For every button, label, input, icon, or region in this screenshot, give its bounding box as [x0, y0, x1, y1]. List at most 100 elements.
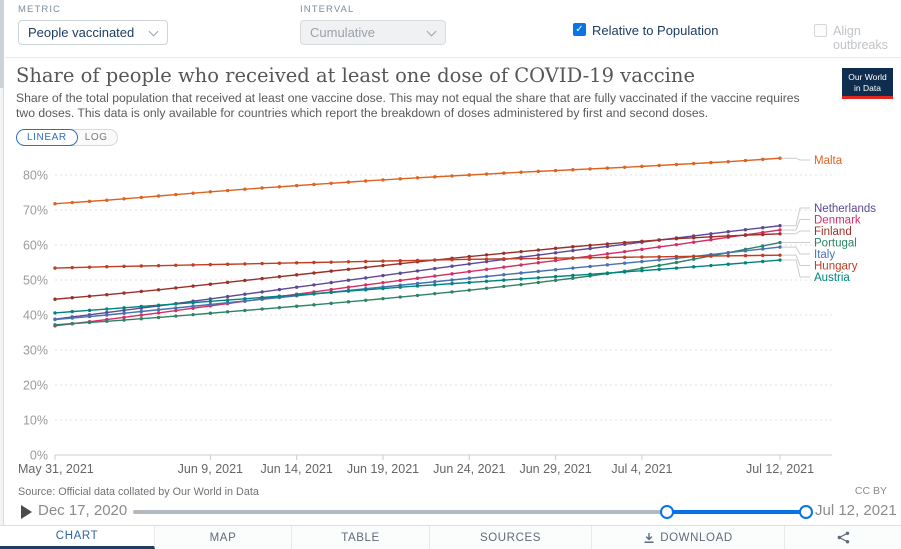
- data-point[interactable]: [727, 263, 730, 266]
- data-point[interactable]: [657, 264, 660, 267]
- data-point[interactable]: [744, 254, 747, 257]
- data-point[interactable]: [416, 259, 419, 262]
- data-point[interactable]: [347, 268, 350, 271]
- data-point[interactable]: [399, 272, 402, 275]
- data-point[interactable]: [312, 261, 315, 264]
- data-point[interactable]: [761, 247, 764, 250]
- data-point[interactable]: [53, 318, 56, 321]
- data-point[interactable]: [571, 168, 574, 171]
- series-line-finland[interactable]: [55, 234, 780, 299]
- legend-label-netherlands[interactable]: Netherlands: [814, 203, 876, 215]
- data-point[interactable]: [727, 251, 730, 254]
- data-point[interactable]: [623, 241, 626, 244]
- data-point[interactable]: [71, 310, 74, 313]
- data-point[interactable]: [416, 294, 419, 297]
- data-point[interactable]: [519, 263, 522, 266]
- data-point[interactable]: [53, 311, 56, 314]
- data-point[interactable]: [209, 303, 212, 306]
- data-point[interactable]: [588, 247, 591, 250]
- data-point[interactable]: [105, 307, 108, 310]
- data-point[interactable]: [347, 300, 350, 303]
- data-point[interactable]: [571, 256, 574, 259]
- data-point[interactable]: [347, 286, 350, 289]
- legend-label-malta[interactable]: Malta: [814, 155, 843, 167]
- data-point[interactable]: [709, 238, 712, 241]
- data-point[interactable]: [140, 290, 143, 293]
- data-point[interactable]: [191, 284, 194, 287]
- data-point[interactable]: [554, 256, 557, 259]
- tab-download[interactable]: DOWNLOAD: [592, 526, 785, 549]
- data-point[interactable]: [226, 189, 229, 192]
- data-point[interactable]: [450, 258, 453, 261]
- data-point[interactable]: [623, 270, 626, 273]
- data-point[interactable]: [588, 244, 591, 247]
- data-point[interactable]: [588, 256, 591, 259]
- data-point[interactable]: [623, 166, 626, 169]
- data-point[interactable]: [209, 190, 212, 193]
- data-point[interactable]: [554, 247, 557, 250]
- data-point[interactable]: [329, 281, 332, 284]
- data-point[interactable]: [485, 257, 488, 260]
- data-point[interactable]: [433, 283, 436, 286]
- data-point[interactable]: [53, 323, 56, 326]
- data-point[interactable]: [571, 249, 574, 252]
- data-point[interactable]: [519, 250, 522, 253]
- data-point[interactable]: [88, 309, 91, 312]
- legend-label-austria[interactable]: Austria: [814, 272, 850, 284]
- data-point[interactable]: [606, 263, 609, 266]
- data-point[interactable]: [140, 310, 143, 313]
- relative-to-population-checkbox[interactable]: ✓: [573, 23, 586, 36]
- legend-label-italy[interactable]: Italy: [814, 249, 835, 261]
- data-point[interactable]: [450, 272, 453, 275]
- data-point[interactable]: [727, 230, 730, 233]
- data-point[interactable]: [744, 261, 747, 264]
- data-point[interactable]: [88, 265, 91, 268]
- data-point[interactable]: [709, 254, 712, 257]
- data-point[interactable]: [623, 262, 626, 265]
- data-point[interactable]: [381, 287, 384, 290]
- data-point[interactable]: [554, 279, 557, 282]
- data-point[interactable]: [122, 306, 125, 309]
- data-point[interactable]: [278, 185, 281, 188]
- data-point[interactable]: [485, 275, 488, 278]
- chart-area[interactable]: 0%10%20%30%40%50%60%70%80%May 31, 2021Ju…: [0, 145, 901, 480]
- data-point[interactable]: [278, 275, 281, 278]
- data-point[interactable]: [709, 264, 712, 267]
- data-point[interactable]: [571, 245, 574, 248]
- data-point[interactable]: [122, 291, 125, 294]
- data-point[interactable]: [657, 258, 660, 261]
- legend-label-finland[interactable]: Finland: [814, 226, 852, 238]
- data-point[interactable]: [450, 174, 453, 177]
- data-point[interactable]: [295, 286, 298, 289]
- data-point[interactable]: [416, 277, 419, 280]
- data-point[interactable]: [347, 279, 350, 282]
- data-point[interactable]: [53, 266, 56, 269]
- data-point[interactable]: [761, 226, 764, 229]
- data-point[interactable]: [157, 194, 160, 197]
- timeline-end-label[interactable]: Jul 12, 2021: [815, 502, 897, 519]
- data-point[interactable]: [122, 318, 125, 321]
- data-point[interactable]: [554, 275, 557, 278]
- data-point[interactable]: [485, 280, 488, 283]
- data-point[interactable]: [157, 316, 160, 319]
- data-point[interactable]: [399, 295, 402, 298]
- data-point[interactable]: [433, 274, 436, 277]
- data-point[interactable]: [278, 295, 281, 298]
- data-point[interactable]: [174, 193, 177, 196]
- data-point[interactable]: [692, 236, 695, 239]
- data-point[interactable]: [243, 279, 246, 282]
- data-point[interactable]: [692, 241, 695, 244]
- data-point[interactable]: [657, 164, 660, 167]
- data-point[interactable]: [381, 259, 384, 262]
- data-point[interactable]: [209, 283, 212, 286]
- data-point[interactable]: [502, 285, 505, 288]
- data-point[interactable]: [537, 253, 540, 256]
- data-point[interactable]: [105, 320, 108, 323]
- data-point[interactable]: [502, 265, 505, 268]
- log-button[interactable]: LOG: [71, 129, 118, 146]
- data-point[interactable]: [381, 274, 384, 277]
- data-point[interactable]: [692, 162, 695, 165]
- data-point[interactable]: [226, 281, 229, 284]
- data-point[interactable]: [606, 256, 609, 259]
- data-point[interactable]: [588, 167, 591, 170]
